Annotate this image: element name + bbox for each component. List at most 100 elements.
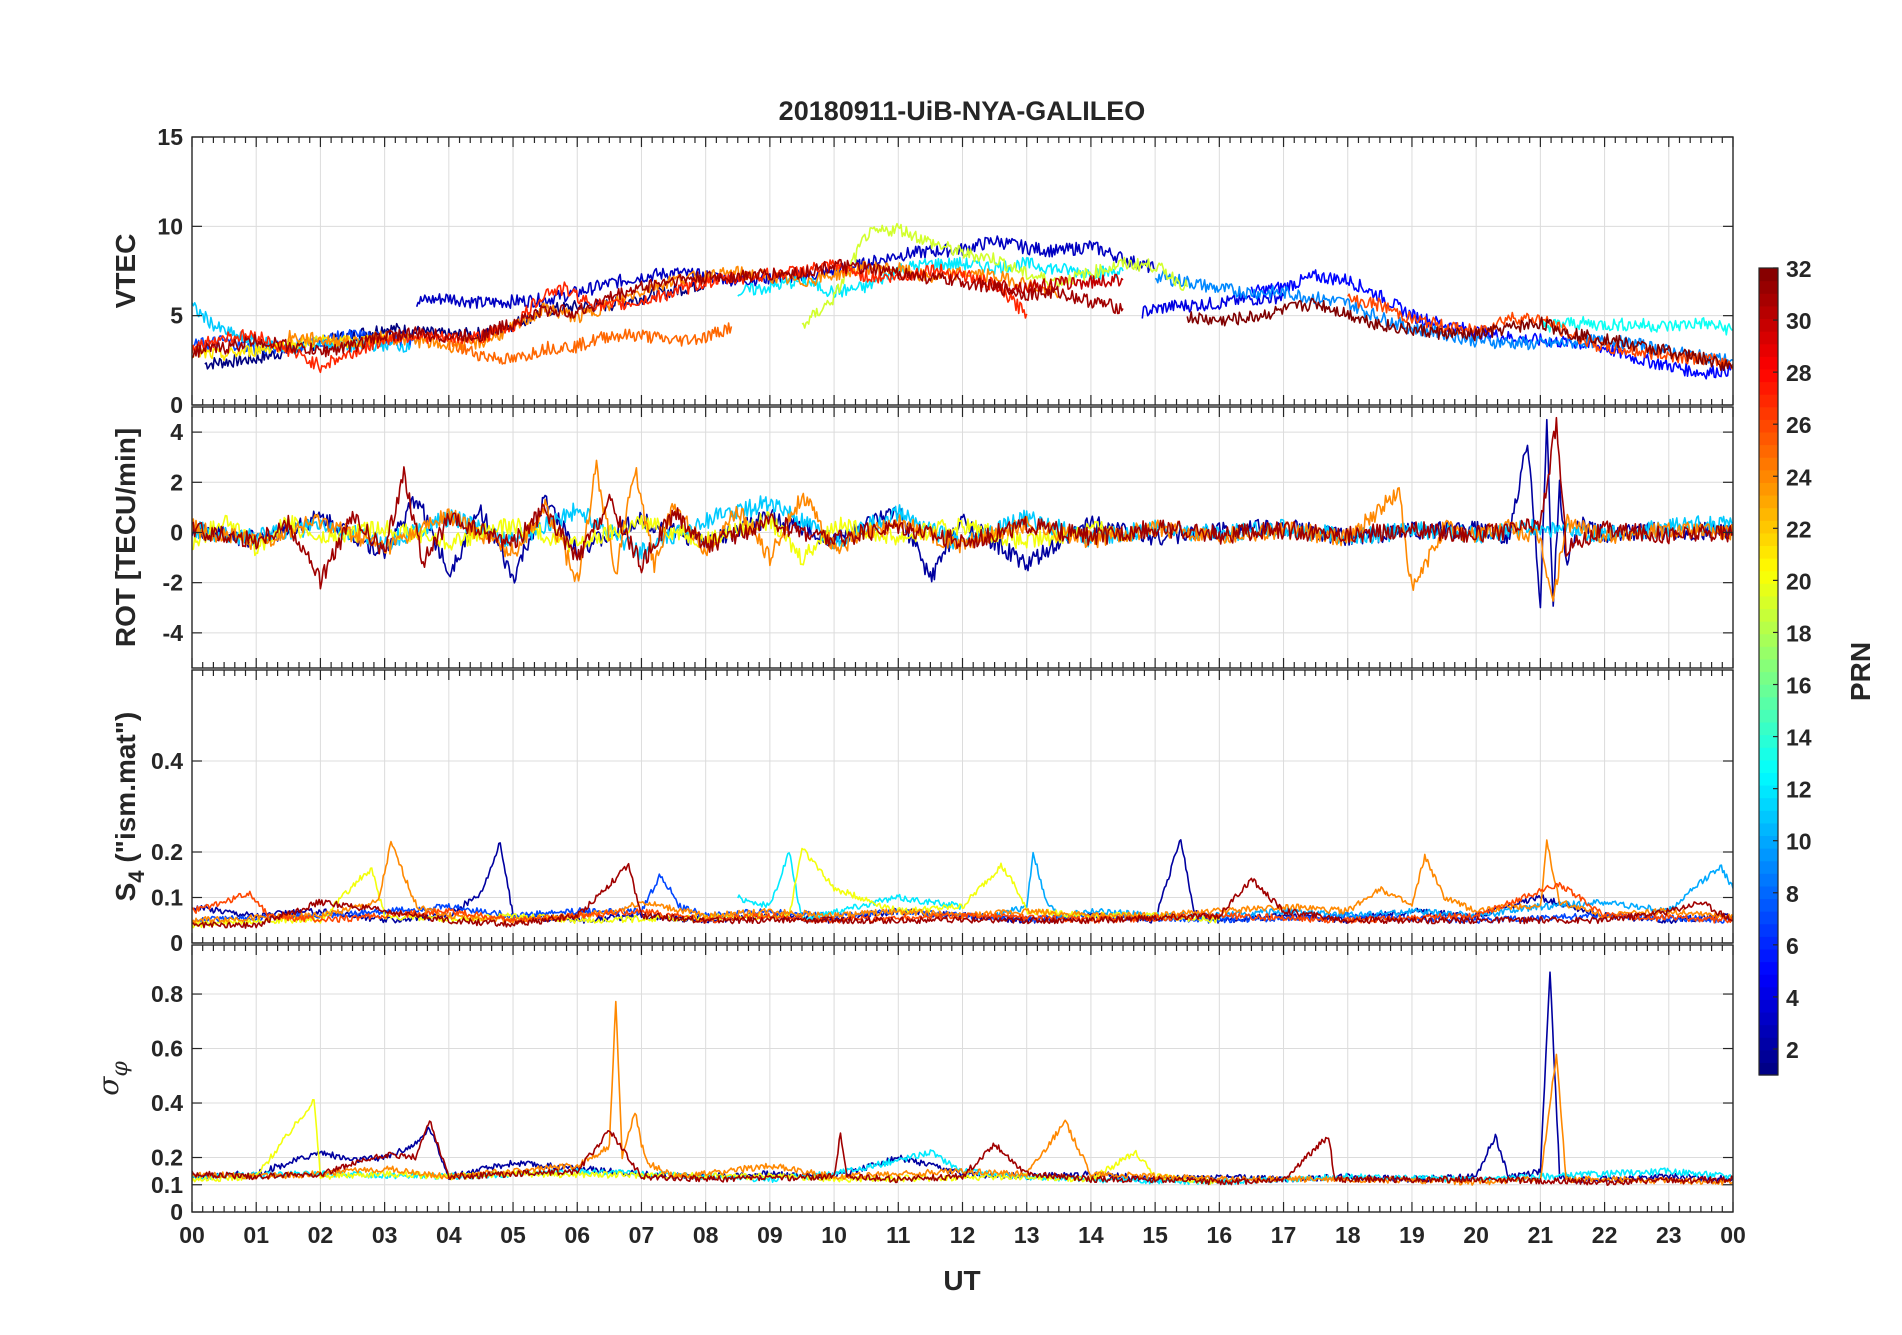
colorbar-tick-label: 12: [1786, 777, 1812, 803]
y-tick-label: 0.2: [151, 839, 183, 865]
colorbar-segment: [1759, 671, 1778, 685]
colorbar-segment: [1759, 406, 1778, 420]
colorbar-segment: [1759, 558, 1778, 572]
series-line-prn-19: [801, 222, 1188, 329]
colorbar-segment: [1759, 860, 1778, 874]
colorbar-tick-label: 24: [1786, 464, 1812, 490]
colorbar-segment: [1759, 797, 1778, 811]
colorbar-tick-label: 6: [1786, 933, 1799, 959]
y-tick-label: 10: [157, 213, 183, 239]
y-axis-label-sigma_phi: σφ: [92, 1061, 133, 1096]
series-line-prn-12: [737, 852, 964, 922]
panel-vtec: 0 5 10 15 VTEC: [110, 124, 1734, 418]
colorbar-tick-label: 20: [1786, 568, 1812, 594]
colorbar-segment: [1759, 343, 1778, 357]
y-axis-label-rot: ROT [TECU/min]: [110, 428, 141, 647]
x-tick-label: 09: [757, 1222, 783, 1248]
colorbar-segment: [1759, 822, 1778, 837]
colorbar-segment: [1759, 999, 1778, 1013]
x-tick-label: 04: [436, 1222, 462, 1248]
colorbar-segment: [1759, 482, 1778, 496]
x-tick-label: 20: [1463, 1222, 1489, 1248]
colorbar-segment: [1759, 784, 1778, 799]
colorbar-segment: [1759, 268, 1778, 282]
chart-title: 20180911-UiB-NYA-GALILEO: [779, 96, 1146, 126]
series-line-prn-31: [192, 862, 1733, 929]
colorbar-tick-label: 30: [1786, 308, 1812, 334]
y-tick-label: 0.4: [151, 1090, 183, 1116]
colorbar-segment: [1759, 759, 1778, 773]
x-tick-label: 02: [308, 1222, 334, 1248]
y-axis-label-main: S: [110, 883, 141, 902]
series-group: [192, 971, 1733, 1186]
colorbar-segment: [1759, 646, 1778, 660]
colorbar-segment: [1759, 457, 1778, 471]
series-line-prn-32: [1186, 297, 1733, 372]
panel-s4: 00.10.20.4S4 ("ism.mat"): [110, 669, 1734, 956]
colorbar-segment: [1759, 684, 1778, 698]
y-tick-label: 0: [170, 392, 183, 418]
colorbar-segment: [1759, 658, 1778, 673]
colorbar-segment: [1759, 595, 1778, 610]
x-tick-label: 23: [1656, 1222, 1682, 1248]
x-tick-label: 19: [1399, 1222, 1425, 1248]
x-tick-label: 14: [1078, 1222, 1104, 1248]
colorbar-segment: [1759, 419, 1778, 433]
y-tick-label: -2: [163, 570, 183, 596]
colorbar-segment: [1759, 747, 1778, 761]
y-tick-label: 5: [170, 303, 183, 329]
x-tick-label: 21: [1528, 1222, 1554, 1248]
series-line-prn-27: [192, 259, 1028, 374]
series-line-prn-30: [993, 273, 1124, 295]
colorbar-segment: [1759, 911, 1778, 925]
colorbar-segment: [1759, 293, 1778, 307]
colorbar-tick-label: 28: [1786, 360, 1812, 386]
colorbar-segment: [1759, 986, 1778, 1000]
colorbar-segment: [1759, 507, 1778, 521]
colorbar-segment: [1759, 621, 1778, 635]
colorbar-segment: [1759, 772, 1778, 786]
colorbar-segment: [1759, 936, 1778, 950]
series-line-prn-4: [1141, 290, 1285, 319]
y-axis-label-sub: φ: [108, 1061, 133, 1077]
series-line-prn-13: [1540, 315, 1733, 336]
y-tick-label: 0.1: [151, 885, 183, 911]
y-tick-label: 0.8: [151, 981, 183, 1007]
y-axis-label-rest: ("ism.mat"): [110, 712, 141, 871]
colorbar-segment: [1759, 431, 1778, 446]
colorbar-tick-label: 26: [1786, 412, 1812, 438]
y-tick-label: -4: [163, 620, 184, 646]
x-axis-label: UT: [943, 1265, 980, 1296]
x-tick-label: 13: [1014, 1222, 1040, 1248]
colorbar-segment: [1759, 633, 1778, 647]
colorbar-segment: [1759, 810, 1778, 824]
x-tick-label: 00: [1720, 1222, 1746, 1248]
colorbar-tick-label: 14: [1786, 725, 1812, 751]
series-line-prn-2: [192, 418, 1733, 609]
colorbar-tick-label: 2: [1786, 1037, 1799, 1063]
panel-rot: -4 -2 0 2 4 ROT [TECU/min]: [110, 406, 1734, 669]
series-line-prn-2: [192, 971, 1733, 1184]
colorbar-segment: [1759, 1024, 1778, 1038]
series-group: [192, 838, 1733, 929]
y-tick-label: 0.2: [151, 1145, 183, 1171]
colorbar-segment: [1759, 721, 1778, 736]
colorbar-segment: [1759, 305, 1778, 320]
colorbar-segment: [1759, 356, 1778, 370]
colorbar-segment: [1759, 444, 1778, 458]
colorbar-segment: [1759, 734, 1778, 748]
colorbar-segment: [1759, 873, 1778, 887]
colorbar-segment: [1759, 318, 1778, 332]
x-tick-label: 16: [1207, 1222, 1233, 1248]
y-tick-label: 15: [157, 124, 183, 150]
colorbar-segment: [1759, 570, 1778, 584]
x-tick-label: 08: [693, 1222, 719, 1248]
x-tick-label: 12: [950, 1222, 976, 1248]
colorbar-segment: [1759, 923, 1778, 937]
colorbar-segment: [1759, 532, 1778, 547]
colorbar-tick-label: 32: [1786, 256, 1812, 282]
colorbar-segment: [1759, 368, 1778, 383]
x-tick-label: 11: [886, 1222, 911, 1248]
